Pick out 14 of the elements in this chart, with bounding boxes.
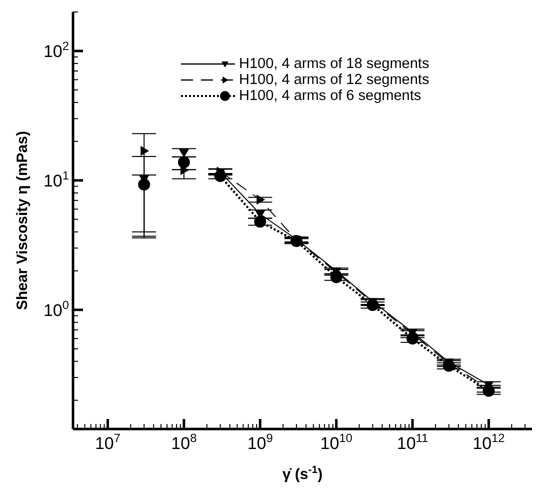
legend-label: H100, 4 arms of 18 segments — [239, 56, 430, 72]
y-tick-label: 10$^{0}$ — [43, 298, 70, 320]
x-tick-label: 10$^{11}$ — [396, 431, 429, 453]
y-axis-title: Shear Viscosity η (mPas) — [14, 131, 30, 310]
x-tick-label: 10$^{8}$ — [171, 431, 198, 453]
y-tick-label: 10$^{1}$ — [43, 168, 70, 190]
x-axis-title: γ̇ (s$^{-1}$) — [282, 464, 323, 483]
legend-label: H100, 4 arms of 6 segments — [239, 88, 422, 104]
x-tick-label: 10$^{7}$ — [94, 431, 121, 453]
x-tick-label: 10$^{10}$ — [320, 431, 353, 453]
x-tick-label: 10$^{9}$ — [247, 431, 274, 453]
legend-label: H100, 4 arms of 12 segments — [239, 72, 430, 88]
y-tick-label: 10$^{2}$ — [43, 38, 70, 61]
x-tick-label: 10$^{12}$ — [472, 431, 506, 453]
